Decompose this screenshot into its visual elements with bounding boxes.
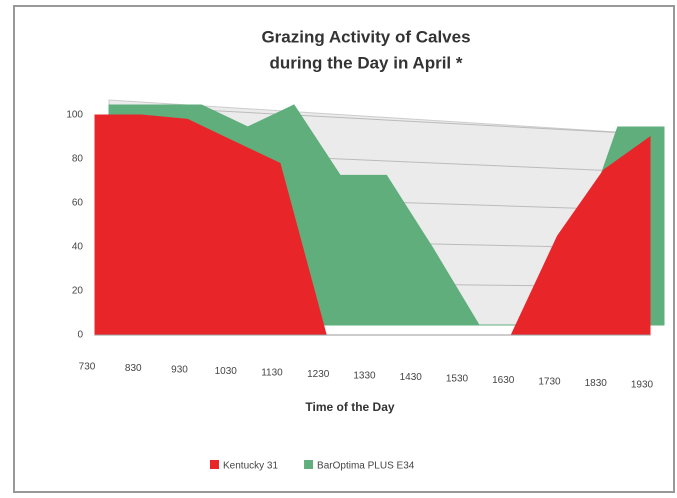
x-tick-label: 830 <box>125 363 142 374</box>
x-tick-label: 1830 <box>585 378 608 389</box>
x-tick-label: 1530 <box>446 374 469 385</box>
x-tick-label: 1630 <box>492 375 515 386</box>
y-tick-label: 60 <box>72 198 84 209</box>
legend-label: Kentucky 31 <box>223 461 278 472</box>
x-tick-label: 1930 <box>631 380 654 391</box>
x-tick-label: 1330 <box>353 371 376 382</box>
legend-swatch <box>210 460 219 469</box>
legend-label: BarOptima PLUS E34 <box>317 461 415 472</box>
x-tick-label: 1230 <box>307 369 330 380</box>
y-tick-label: 0 <box>77 330 83 341</box>
chart-subtitle: during the Day in April * <box>270 53 463 72</box>
x-tick-label: 1030 <box>215 366 238 377</box>
y-tick-label: 100 <box>66 110 83 121</box>
chart-title: Grazing Activity of Calves <box>261 27 470 46</box>
x-tick-label: 1730 <box>538 377 561 388</box>
y-tick-label: 20 <box>72 286 84 297</box>
y-tick-label: 80 <box>72 154 84 165</box>
x-tick-label: 1130 <box>261 368 283 379</box>
legend-swatch <box>304 460 314 469</box>
x-tick-label: 930 <box>171 365 188 376</box>
x-tick-label: 1430 <box>400 372 423 383</box>
x-tick-label: 730 <box>79 362 96 373</box>
y-tick-label: 40 <box>72 242 84 253</box>
x-axis-label: Time of the Day <box>305 400 394 414</box>
